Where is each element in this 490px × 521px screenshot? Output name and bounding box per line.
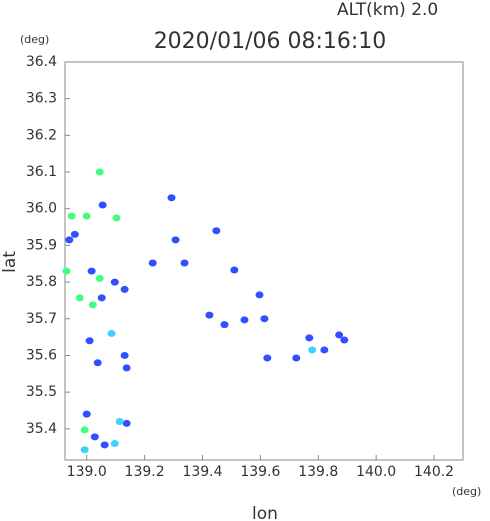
echo-cell bbox=[88, 301, 97, 309]
plot-frame bbox=[64, 61, 464, 461]
y-axis-label: lat bbox=[0, 251, 20, 273]
echo-cell bbox=[97, 294, 106, 302]
y-tick-label: 35.4 bbox=[26, 421, 57, 437]
echo-cell bbox=[95, 274, 104, 282]
altitude-label: ALT(km) 2.0 bbox=[337, 0, 438, 20]
y-tick-label: 36.4 bbox=[26, 54, 57, 70]
echo-cell bbox=[122, 364, 131, 372]
y-tick-label: 35.8 bbox=[26, 274, 57, 290]
echo-cell bbox=[305, 334, 314, 342]
echo-cell bbox=[148, 259, 157, 267]
y-unit: (deg) bbox=[20, 33, 49, 46]
echo-cell bbox=[205, 311, 214, 319]
y-tick-label: 36.1 bbox=[26, 164, 57, 180]
echo-cell bbox=[180, 259, 189, 267]
echo-cell bbox=[98, 201, 107, 209]
x-tick-label: 140.2 bbox=[414, 464, 454, 480]
echo-cell bbox=[263, 354, 272, 362]
echo-cell bbox=[220, 321, 229, 329]
echo-cell bbox=[70, 230, 79, 238]
echo-cell bbox=[120, 351, 129, 359]
echo-cell bbox=[240, 316, 249, 324]
echo-cell bbox=[87, 267, 96, 275]
echo-cell bbox=[292, 354, 301, 362]
echo-cell bbox=[93, 359, 102, 367]
y-tick-label: 36.2 bbox=[26, 127, 57, 143]
x-tick-label: 139.4 bbox=[182, 464, 222, 480]
y-tick-label: 35.6 bbox=[26, 347, 57, 363]
echo-cell bbox=[112, 214, 121, 222]
echo-cell bbox=[167, 194, 176, 202]
echo-cell bbox=[110, 278, 119, 286]
x-tick-label: 139.8 bbox=[298, 464, 338, 480]
echo-cell bbox=[107, 329, 116, 337]
echo-cell bbox=[255, 291, 264, 299]
x-tick-label: 140.0 bbox=[356, 464, 396, 480]
echo-cell bbox=[85, 337, 94, 345]
echo-cell bbox=[67, 212, 76, 220]
echo-cell bbox=[308, 346, 317, 354]
echo-cell bbox=[80, 426, 89, 434]
chart-title: 2020/01/06 08:16:10 bbox=[154, 29, 387, 54]
echo-cell bbox=[100, 441, 109, 449]
echo-cell bbox=[212, 227, 221, 235]
echo-cell bbox=[75, 294, 84, 302]
y-tick-label: 35.5 bbox=[26, 384, 57, 400]
y-tick-label: 36.0 bbox=[26, 201, 57, 217]
echo-cell bbox=[320, 346, 329, 354]
echo-cell bbox=[62, 267, 71, 275]
echo-cell bbox=[110, 439, 119, 447]
echo-cell bbox=[95, 168, 104, 176]
y-tick-label: 35.9 bbox=[26, 237, 57, 253]
echo-cell bbox=[120, 285, 129, 293]
y-tick-label: 36.3 bbox=[26, 91, 57, 107]
x-unit: (deg) bbox=[452, 485, 481, 498]
echo-cell bbox=[335, 331, 344, 339]
echo-cell bbox=[80, 446, 89, 454]
x-tick-label: 139.2 bbox=[125, 464, 165, 480]
echo-cell bbox=[122, 419, 131, 427]
echo-cell bbox=[171, 236, 180, 244]
echo-cell bbox=[65, 236, 74, 244]
y-tick-label: 35.7 bbox=[26, 311, 57, 327]
x-axis-label: lon bbox=[252, 504, 278, 521]
echo-cell bbox=[260, 315, 269, 323]
x-tick-label: 139.0 bbox=[67, 464, 107, 480]
echo-cell bbox=[90, 433, 99, 441]
echo-cell bbox=[230, 266, 239, 274]
echo-cell bbox=[82, 212, 91, 220]
echo-cell bbox=[115, 417, 124, 425]
echo-cell bbox=[340, 336, 349, 344]
x-tick-label: 139.6 bbox=[240, 464, 280, 480]
echo-cell bbox=[82, 410, 91, 418]
